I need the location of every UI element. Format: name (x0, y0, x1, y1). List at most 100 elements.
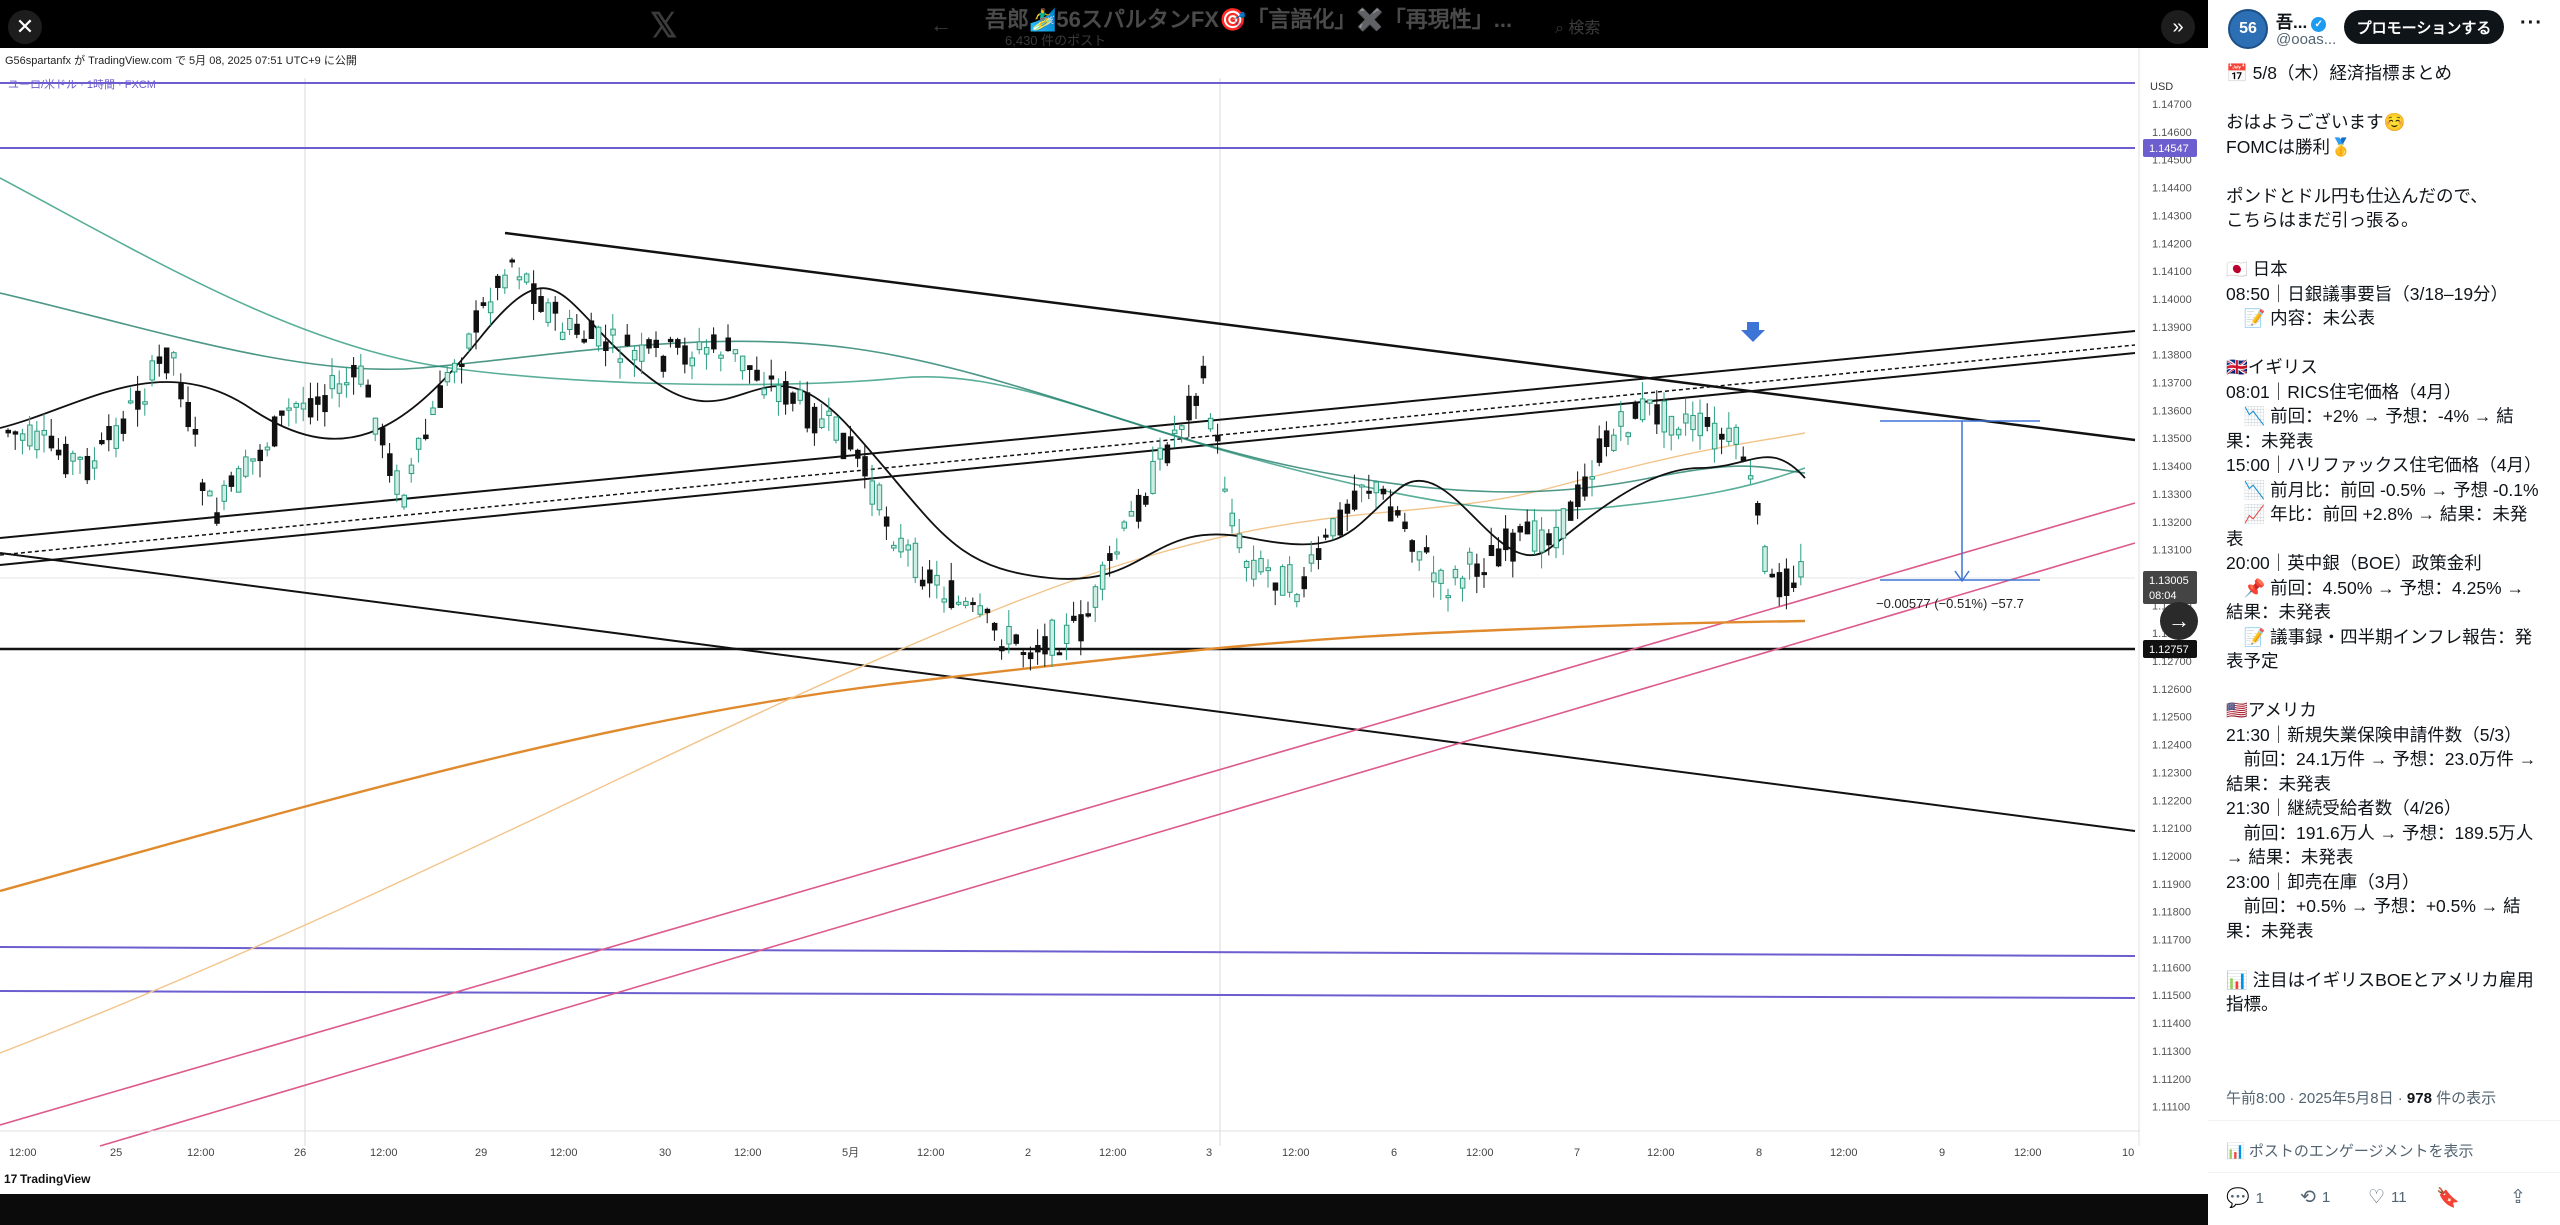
post-detail-panel: 56 吾... ✓ @ooas... プロモーションする ··· 📅 5/8（木）… (2208, 0, 2560, 1225)
avatar[interactable]: 56 (2228, 9, 2268, 49)
candle-body (963, 600, 969, 606)
repost-button[interactable]: ⟲ 1 (2300, 1186, 2330, 1209)
time-tick-label: 30 (659, 1147, 671, 1159)
candle-body (545, 302, 551, 323)
candle-body (1258, 558, 1264, 573)
candle-body (783, 381, 789, 405)
purple-horizontal-line (0, 990, 2136, 999)
candle-body (1632, 401, 1639, 419)
candle-body (603, 341, 609, 351)
candle-body (559, 331, 566, 340)
candle-body (1315, 548, 1322, 561)
time-tick-label: 10 (2122, 1147, 2134, 1159)
candle-body (401, 494, 407, 508)
heart-icon: ♡ (2368, 1187, 2386, 1208)
post-actions: 💬 1 ⟲ 1 ♡ 11 🔖 ⇪ (2208, 1186, 2560, 1216)
price-tick-label: 1.14500 (2152, 155, 2192, 167)
candle-body (869, 480, 875, 505)
price-tick-label: 1.13700 (2152, 378, 2192, 390)
candle-body (696, 341, 703, 351)
candle-body (1179, 425, 1185, 430)
candle-body (1639, 398, 1646, 421)
reply-icon: 💬 (2226, 1188, 2250, 1209)
candle-body (1546, 533, 1552, 546)
candle-body (394, 470, 400, 495)
candle-body (1697, 412, 1703, 437)
promote-button[interactable]: プロモーションする (2344, 10, 2504, 44)
candle-body (804, 392, 811, 429)
media-bottom-strip (0, 1194, 2208, 1225)
candle-body (833, 416, 839, 441)
candle-body (840, 432, 847, 460)
candle-body (1776, 572, 1783, 598)
close-button[interactable]: ✕ (8, 10, 42, 44)
tradingview-logo-icon: 17 (4, 1172, 18, 1186)
candle-body (408, 464, 415, 475)
post-engagement-link[interactable]: 📊 ポストのエンゲージメントを表示 (2226, 1140, 2474, 1161)
measure-label: −0.00577 (−0.51%) −57.7 (1876, 596, 2024, 611)
next-image-button[interactable]: → (2160, 602, 2198, 640)
candle-body (135, 390, 141, 410)
price-tick-label: 1.11600 (2152, 962, 2191, 974)
more-options-icon[interactable]: ··· (2520, 12, 2543, 34)
candle-body (300, 402, 307, 410)
post-line: 📅 5/8（木）経済指標まとめ (2226, 63, 2452, 83)
candle-body (1747, 475, 1754, 480)
author-handle[interactable]: @ooas... (2276, 31, 2337, 48)
reply-button[interactable]: 💬 1 (2226, 1186, 2264, 1210)
candle-body (1128, 511, 1135, 517)
candle-body (1675, 428, 1682, 436)
candle-body (1193, 395, 1199, 406)
post-line: 📈 年比：前回 +2.8% → 結果：未発表 (2226, 504, 2528, 549)
candle-body (1474, 563, 1480, 577)
post-line: 20:00｜英中銀（BOE）政策金利 (2226, 553, 2482, 573)
candle-body (171, 352, 177, 359)
price-tick-label: 1.11700 (2152, 935, 2191, 947)
blurred-background-header: 𝕏 ← 吾郎🏄‍♂️56スパルタンFX🎯「言語化」✖️「再現性」... 6,43… (0, 0, 2208, 52)
post-line: 21:30｜継続受給者数（4/26） (2226, 798, 2462, 818)
candle-body (811, 406, 818, 434)
candle-body (912, 542, 919, 578)
candle-body (1402, 521, 1408, 530)
price-tick-label: 1.11200 (2152, 1074, 2191, 1086)
candle-body (1423, 547, 1430, 553)
candle-body (1027, 652, 1034, 660)
ma-teal (0, 177, 1806, 512)
time-tick-label: 12:00 (917, 1147, 945, 1159)
candle-body (279, 410, 285, 416)
like-button[interactable]: ♡ 11 (2368, 1186, 2407, 1209)
time-tick-label: 26 (294, 1147, 306, 1159)
candle-body (351, 364, 357, 378)
candle-body (718, 354, 724, 359)
candle-body (243, 456, 249, 477)
candle-body (891, 544, 897, 549)
candle-body (34, 430, 40, 451)
candle-body (235, 468, 242, 493)
price-tick-label: 1.12000 (2152, 851, 2192, 863)
post-time[interactable]: 午前8:00 · 2025年5月8日 · (2226, 1090, 2407, 1107)
candle-body (1517, 526, 1523, 533)
post-line (2226, 331, 2544, 356)
candle-body (1085, 613, 1091, 617)
candle-body (653, 339, 659, 348)
bookmark-button[interactable]: 🔖 (2436, 1186, 2460, 1210)
pink-channel-line (99, 542, 2136, 1147)
candle-body (1186, 395, 1192, 421)
candle-body (257, 449, 263, 462)
time-tick-label: 3 (1206, 1147, 1212, 1159)
candle-body (1438, 569, 1444, 584)
collapse-panel-button[interactable]: » (2161, 10, 2195, 44)
candle-body (1020, 652, 1027, 656)
candle-body (1783, 568, 1790, 597)
candle-body (1431, 572, 1437, 583)
author-name[interactable]: 吾... ✓ (2276, 8, 2327, 33)
candle-body (1755, 503, 1761, 516)
candle-body (84, 455, 91, 481)
post-text: 📅 5/8（木）経済指標まとめ おはようございます☺️ FOMCは勝利🥇 ポンドとドル… (2226, 61, 2544, 1017)
share-button[interactable]: ⇪ (2510, 1186, 2526, 1209)
price-tick-label: 1.12200 (2152, 795, 2192, 807)
candle-body (113, 425, 119, 449)
candle-body (761, 388, 767, 396)
double-chevron-right-icon: » (2172, 15, 2184, 38)
candle-body (1236, 533, 1243, 549)
